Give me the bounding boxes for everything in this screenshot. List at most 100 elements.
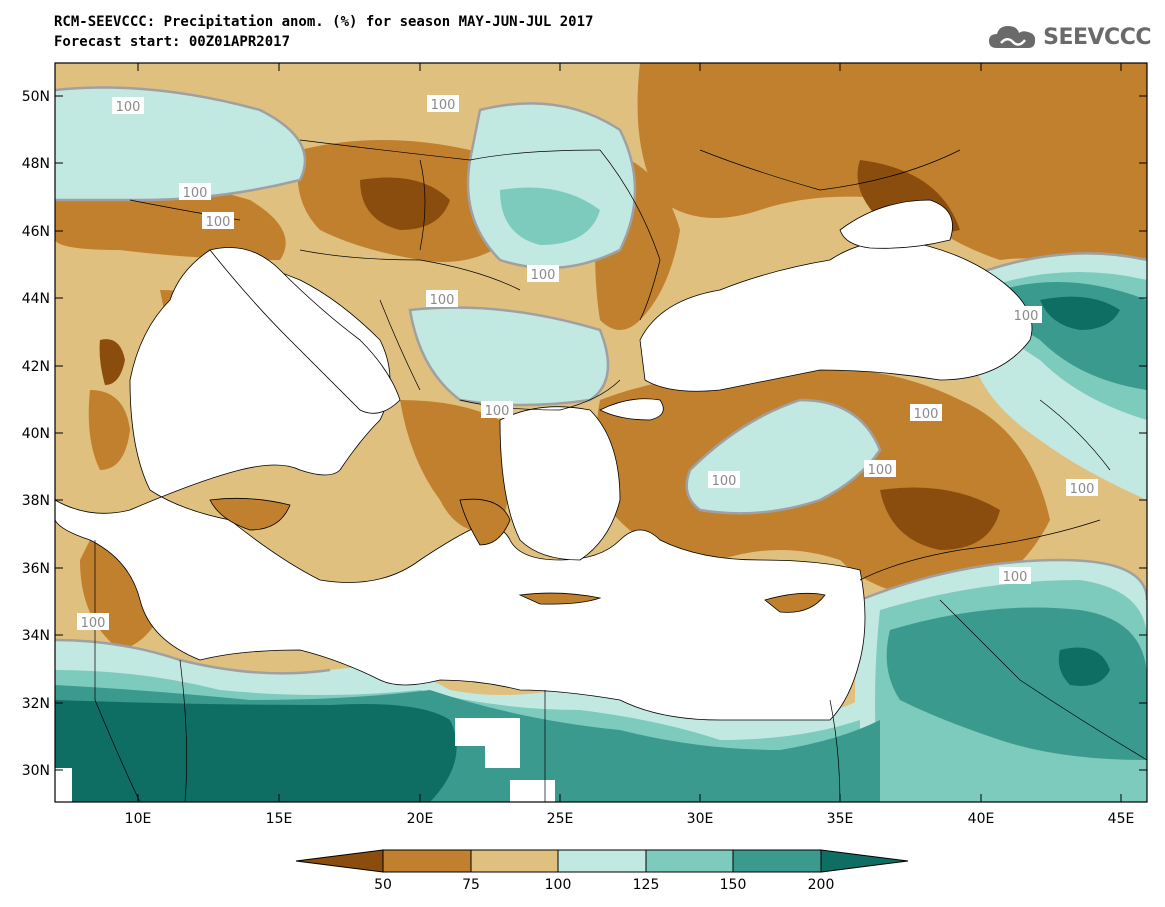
contour-label-bg [864, 460, 896, 477]
contour-label: 100 [864, 460, 896, 478]
contour-label: 100 [426, 290, 458, 308]
contour-label-bg [426, 290, 458, 307]
colorbar-segment [645, 849, 734, 873]
contour-label-text: 100 [868, 463, 893, 478]
contour-label: 100 [527, 265, 559, 283]
contour-label-bg [427, 95, 459, 112]
lon-tick-label: 20E [407, 811, 434, 827]
sicily [209, 497, 291, 531]
contour-label-bg [1010, 306, 1042, 323]
seevccc-logo: SEEVCCC [987, 22, 1151, 52]
anomaly-area-very-wet-levant [886, 607, 1147, 760]
logo-text: SEEVCCC [1043, 24, 1151, 50]
lat-tick-label: 36N [22, 561, 50, 577]
contour-label-text: 100 [430, 293, 455, 308]
lon-tick-label: 25E [547, 811, 574, 827]
colorbar-label: 100 [545, 877, 572, 893]
peloponnese [459, 498, 511, 546]
lat-tick-label: 48N [22, 156, 50, 172]
colorbar-label: 75 [462, 877, 480, 893]
contour-label: 100 [112, 97, 144, 115]
anomaly-area-extreme-wet-caucasus [1040, 296, 1120, 330]
adriatic-sea [209, 247, 401, 414]
colorbar-segment [295, 849, 384, 873]
lat-tick-label: 30N [22, 763, 50, 779]
contour-label: 100 [427, 95, 459, 113]
contour-label-bg [202, 212, 234, 229]
lat-tick-label: 50N [22, 89, 50, 105]
lat-tick-label: 42N [22, 359, 50, 375]
contour-label-text: 100 [531, 268, 556, 283]
contour-label-text: 100 [81, 616, 106, 631]
contour-label-bg [527, 265, 559, 282]
forecast-start-label: Forecast start: 00Z01APR2017 [54, 34, 291, 50]
colorbar-segment [382, 849, 472, 873]
lat-tick-label: 46N [22, 224, 50, 240]
contour-label: 100 [202, 212, 234, 230]
contour-label-bg [179, 183, 211, 200]
colorbar-label: 50 [374, 877, 392, 893]
lon-tick-label: 10E [125, 811, 152, 827]
contour-label-text: 100 [485, 404, 510, 419]
latitude-axis: 50N 48N 46N 44N 42N 40N 38N 36N 34N 32N 30N [22, 89, 1147, 779]
contour-label: 100 [708, 471, 740, 489]
colorbar-label: 125 [633, 877, 660, 893]
anomaly-area-wet-alps [55, 87, 305, 200]
contour-labels: 100 100 100 100 100 100 100 100 100 100 100 100 100 1… [77, 95, 1098, 631]
contour-label-text: 100 [1003, 570, 1028, 585]
lon-tick-label: 35E [827, 811, 854, 827]
colorbar-label: 150 [720, 877, 747, 893]
contour-label-bg [77, 613, 109, 630]
lon-tick-label: 15E [266, 811, 293, 827]
anomaly-area-extreme-wet-libya [55, 700, 457, 802]
marmara-sea [599, 398, 664, 421]
country-borders [94, 139, 1147, 802]
contour-label: 100 [179, 183, 211, 201]
contour-label: 100 [1066, 479, 1098, 497]
sea-areas [55, 199, 1033, 721]
contour-label-text: 100 [914, 407, 939, 422]
contour-label: 100 [999, 567, 1031, 585]
contour-label-bg [708, 471, 740, 488]
lat-tick-label: 44N [22, 291, 50, 307]
anomaly-area-wet-carpathians [468, 103, 635, 268]
anomaly-area-very-dry-corsica [99, 339, 125, 385]
lon-tick-label: 45E [1108, 811, 1135, 827]
contour-label: 100 [910, 404, 942, 422]
anomaly-area-extreme-wet-syria [1058, 647, 1110, 686]
anomaly-area-dry-sardinia [88, 390, 130, 470]
mediterranean-sea [55, 249, 866, 721]
contour-label-text: 100 [1014, 309, 1039, 324]
colorbar-segment [732, 849, 822, 873]
lon-tick-label: 30E [687, 811, 714, 827]
lon-tick-label: 40E [968, 811, 995, 827]
contour-label: 100 [1010, 306, 1042, 324]
colorbar-segment [820, 849, 909, 873]
contour-label-bg [1066, 479, 1098, 496]
anomaly-area-dry-greece [400, 400, 510, 532]
anomaly-area-wetter-carpathians [500, 187, 600, 245]
anomaly-area-wet-serbia [410, 307, 608, 405]
contour-label-text: 100 [183, 186, 208, 201]
contour-label-text: 100 [1070, 482, 1095, 497]
colorbar-label: 200 [808, 877, 835, 893]
lat-tick-label: 32N [22, 696, 50, 712]
map-title: RCM-SEEVCCC: Precipitation anom. (%) for… [54, 14, 594, 30]
anomaly-area-very-dry-hungary [360, 177, 450, 230]
contour-label-text: 100 [206, 215, 231, 230]
contour-label-text: 100 [431, 98, 456, 113]
contour-label-bg [112, 97, 144, 114]
lat-tick-label: 40N [22, 426, 50, 442]
colorbar-segment [470, 849, 559, 873]
crete [518, 592, 602, 605]
no-data-patches [55, 718, 555, 802]
colorbar: 50 75 100 125 150 200 [295, 849, 909, 893]
longitude-axis: 10E 15E 20E 25E 30E 35E 40E 45E [125, 63, 1135, 827]
sea-of-azov [839, 199, 953, 249]
lat-tick-label: 38N [22, 493, 50, 509]
contour-label-text: 100 [116, 100, 141, 115]
aegean-sea [499, 406, 621, 561]
contour-label-text: 100 [712, 474, 737, 489]
contour-label-bg [999, 567, 1031, 584]
